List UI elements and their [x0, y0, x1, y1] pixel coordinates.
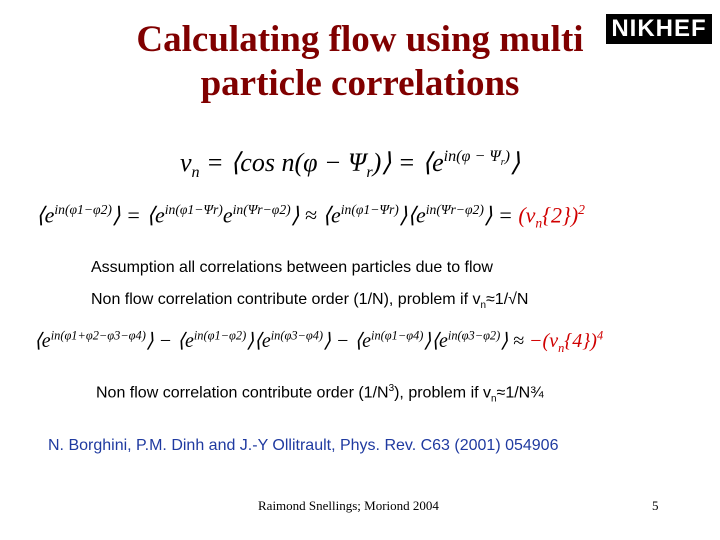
- eq-sup: in(φ3−φ2): [447, 328, 501, 343]
- eq-sup: in(Ψr−φ2): [232, 202, 291, 217]
- eq-sup: in(φ3−φ4): [270, 328, 324, 343]
- equation: vn = ⟨cos n(φ − Ψr)⟩ = ⟨ein(φ − Ψr)⟩: [180, 148, 520, 182]
- text-part: ¾: [530, 384, 544, 402]
- equation: ⟨ein(φ1+φ2−φ3−φ4)⟩ − ⟨ein(φ1−φ2)⟩⟨ein(φ3…: [34, 328, 603, 356]
- text-sup: 3: [388, 383, 395, 394]
- eq-part: ⟩⟨e: [423, 330, 448, 352]
- eq-sub: n: [191, 164, 200, 182]
- eq-sup: in(φ1−φ2): [193, 328, 247, 343]
- eq-part: ⟩ − ⟨e: [145, 330, 194, 352]
- eq-part: ⟩ = ⟨e: [111, 202, 165, 228]
- eq-part: ⟩⟨e: [246, 330, 271, 352]
- footer-author: Raimond Snellings; Moriond 2004: [258, 498, 439, 513]
- eq-sup: 4: [596, 328, 604, 343]
- title-line: particle correlations: [200, 63, 520, 104]
- eq-part: (v: [518, 202, 536, 228]
- eq-sup: in(φ1−φ2): [54, 202, 112, 217]
- eq-part: {2}): [542, 202, 579, 228]
- eq-part: = ⟨cos n(φ − Ψ: [199, 148, 367, 177]
- eq-part: ⟩ =: [483, 202, 519, 228]
- eq-part: ⟩ − ⟨e: [323, 330, 372, 352]
- text-sub: n: [491, 393, 497, 405]
- eq-part: )⟩ = ⟨e: [372, 148, 444, 177]
- eq-part: ⟩ ≈ ⟨e: [290, 202, 341, 228]
- title-line: Calculating flow using multi: [136, 19, 584, 60]
- eq-sub: n: [558, 341, 565, 355]
- eq-part: v: [180, 148, 192, 177]
- text-part: ≈1/N: [496, 384, 531, 402]
- text-part: Non flow correlation contribute order (1…: [91, 291, 481, 308]
- eq-part: ⟩: [509, 148, 521, 177]
- eq-sup: in(φ1−φ4): [371, 328, 424, 343]
- eq-sup: 2: [578, 202, 585, 217]
- equation: ⟨ein(φ1−φ2)⟩ = ⟨ein(φ1−Ψr)ein(Ψr−φ2)⟩ ≈ …: [36, 202, 585, 232]
- eq-part: {4}): [564, 330, 597, 352]
- text-part: ), problem if v: [394, 384, 492, 402]
- eq-sup: ): [504, 148, 510, 166]
- eq-part: ⟩⟨e: [398, 202, 426, 228]
- text: Non flow correlation contribute order (1…: [96, 383, 544, 405]
- eq-part: ⟩ ≈: [500, 330, 530, 352]
- text-part: Non flow correlation contribute order (1…: [96, 384, 389, 402]
- eq-sup: in(φ1−Ψr): [340, 202, 399, 217]
- eq-part: ⟨e: [34, 330, 51, 352]
- reference: N. Borghini, P.M. Dinh and J.-Y Ollitrau…: [48, 437, 559, 454]
- eq-part: −(v: [529, 330, 559, 352]
- eq-sup: in(φ − Ψ: [443, 148, 501, 166]
- eq-sup: in(φ1+φ2−φ3−φ4): [50, 328, 146, 343]
- eq-part: e: [222, 202, 233, 228]
- eq-sub: r: [500, 157, 505, 169]
- eq-sub: r: [366, 164, 373, 182]
- eq-sub: n: [535, 215, 543, 231]
- text-part: ≈1/√N: [486, 291, 529, 308]
- text: Assumption all correlations between part…: [91, 259, 493, 276]
- eq-sup: in(φ1−Ψr): [164, 202, 223, 217]
- logo: NIKHEF: [606, 14, 712, 44]
- eq-sup: in(Ψr−φ2): [425, 202, 484, 217]
- page-number: 5: [652, 498, 659, 513]
- title: Calculating flow using multi particle co…: [110, 18, 610, 106]
- eq-part: ⟨e: [36, 202, 55, 228]
- text: Non flow correlation contribute order (1…: [91, 291, 528, 311]
- text-sub: n: [480, 300, 487, 312]
